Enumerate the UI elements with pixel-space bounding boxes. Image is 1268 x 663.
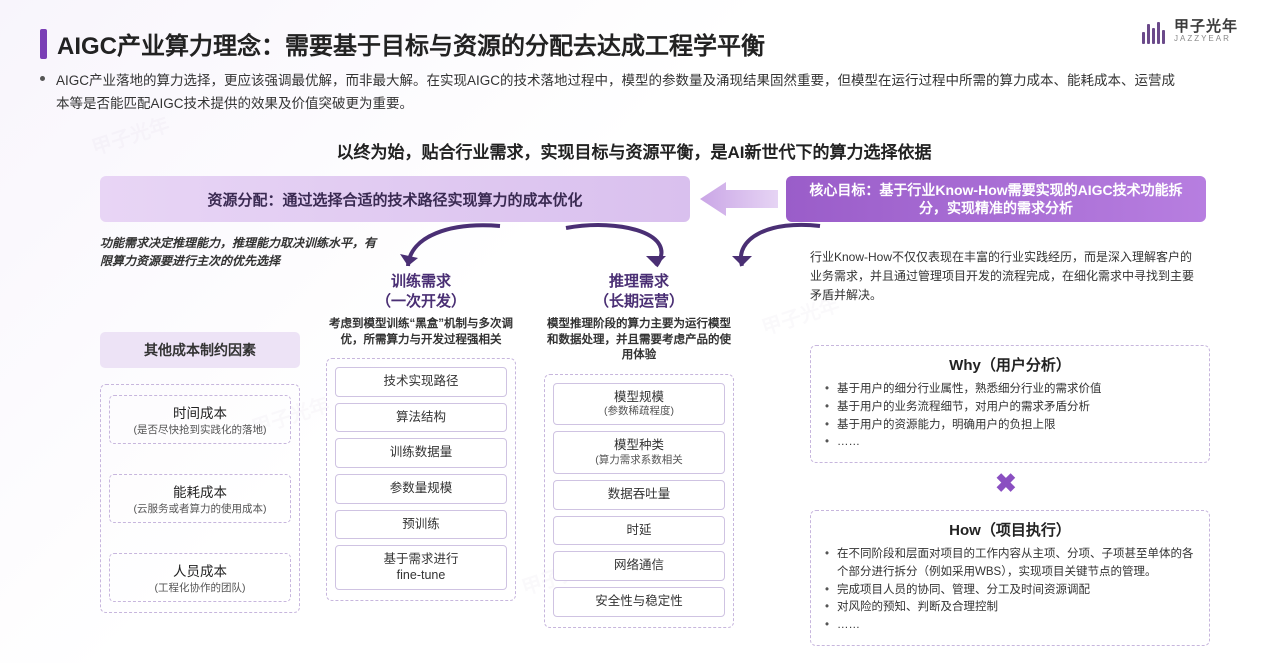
list-item: 数据吞吐量: [553, 480, 725, 510]
chip-title: 模型规模: [614, 390, 664, 404]
chip-title: 模型种类: [614, 438, 664, 452]
logo-subtext: JAZZYEAR: [1174, 34, 1238, 43]
sub-heading: 以终为始，贴合行业需求，实现目标与资源平衡，是AI新世代下的算力选择依据: [0, 138, 1268, 163]
how-box: How（项目执行） 在不同阶段和层面对项目的工作内容从主项、分项、子项甚至单体的…: [810, 510, 1210, 646]
why-box: Why（用户分析） 基于用户的细分行业属性，熟悉细分行业的需求价值 基于用户的业…: [810, 345, 1210, 463]
cost-item-sub: (工程化协作的团队): [114, 580, 286, 595]
inference-header-l1: 推理需求: [609, 273, 669, 290]
curve-arrow-icon: [390, 222, 510, 278]
page-title: AIGC产业算力理念：需要基于目标与资源的分配去达成工程学平衡: [57, 26, 765, 61]
cost-item-title: 能耗成本: [114, 481, 286, 501]
how-bullets: 在不同阶段和层面对项目的工作内容从主项、分项、子项甚至单体的各个部分进行拆分（例…: [825, 546, 1195, 635]
chip-sub: (算力需求系数相关: [558, 454, 720, 467]
inference-desc: 模型推理阶段的算力主要为运行模型和数据处理，并且需要考虑产品的使用体验: [544, 317, 734, 364]
intro-paragraph: AIGC产业落地的算力选择，更应该强调最优解，而非最大解。在实现AIGC的技术落…: [56, 70, 1188, 116]
intro-text: AIGC产业落地的算力选择，更应该强调最优解，而非最大解。在实现AIGC的技术落…: [56, 73, 1175, 111]
training-header-l2: （一次开发）: [376, 293, 466, 310]
list-item: 技术实现路径: [335, 367, 507, 397]
training-header-l1: 训练需求: [391, 273, 451, 290]
why-bullets: 基于用户的细分行业属性，熟悉细分行业的需求价值 基于用户的业务流程细节，对用户的…: [825, 381, 1195, 452]
brand-logo: 甲子光年 JAZZYEAR: [1142, 18, 1238, 44]
inference-column: 推理需求 （长期运营） 模型推理阶段的算力主要为运行模型和数据处理，并且需要考虑…: [544, 272, 734, 628]
list-item: 预训练: [335, 510, 507, 540]
logo-text: 甲子光年: [1174, 19, 1238, 34]
bullet-icon: [40, 76, 45, 81]
list-item: 模型种类 (算力需求系数相关: [553, 431, 725, 474]
other-cost-column: 其他成本制约因素 时间成本 (是否尽快抢到实践化的落地) 能耗成本 (云服务或者…: [100, 332, 300, 613]
bullet-item: 基于用户的细分行业属性，熟悉细分行业的需求价值: [825, 381, 1195, 399]
title-accent-bar: [40, 29, 47, 59]
cost-item-title: 人员成本: [114, 560, 286, 580]
list-item: 时延: [553, 516, 725, 546]
curve-arrow-icon: [560, 222, 710, 278]
why-title: Why（用户分析）: [825, 354, 1195, 375]
bullet-item: 完成项目人员的协同、管理、分工及时间资源调配: [825, 582, 1195, 600]
multiply-icon: ✖: [995, 468, 1017, 499]
inference-header: 推理需求 （长期运营）: [544, 272, 734, 311]
note-knowhow: 行业Know-How不仅仅表现在丰富的行业实践经历，而是深入理解客户的业务需求，…: [810, 248, 1200, 306]
cost-item: 时间成本 (是否尽快抢到实践化的落地): [109, 395, 291, 444]
inference-header-l2: （长期运营）: [594, 293, 684, 310]
bullet-item: 在不同阶段和层面对项目的工作内容从主项、分项、子项甚至单体的各个部分进行拆分（例…: [825, 546, 1195, 582]
training-header: 训练需求 （一次开发）: [326, 272, 516, 311]
cost-item-title: 时间成本: [114, 402, 286, 422]
core-goal-band: 核心目标：基于行业Know-How需要实现的AIGC技术功能拆分，实现精准的需求…: [786, 176, 1206, 222]
training-desc: 考虑到模型训练“黑盒”机制与多次调优，所需算力与开发过程强相关: [326, 317, 516, 348]
list-item: 参数量规模: [335, 474, 507, 504]
logo-icon: [1142, 18, 1168, 44]
training-column: 训练需求 （一次开发） 考虑到模型训练“黑盒”机制与多次调优，所需算力与开发过程…: [326, 272, 516, 601]
cost-item: 人员成本 (工程化协作的团队): [109, 553, 291, 602]
list-item: 网络通信: [553, 551, 725, 581]
cost-item-sub: (是否尽快抢到实践化的落地): [114, 422, 286, 437]
training-list: 技术实现路径 算法结构 训练数据量 参数量规模 预训练 基于需求进行 fine-…: [326, 358, 516, 601]
list-item: 模型规模 (参数稀疏程度): [553, 383, 725, 426]
inference-list: 模型规模 (参数稀疏程度) 模型种类 (算力需求系数相关 数据吞吐量 时延 网络…: [544, 374, 734, 628]
chip-sub: (参数稀疏程度): [558, 405, 720, 418]
bullet-item: ……: [825, 434, 1195, 452]
other-cost-list: 时间成本 (是否尽快抢到实践化的落地) 能耗成本 (云服务或者算力的使用成本) …: [100, 384, 300, 613]
cost-item: 能耗成本 (云服务或者算力的使用成本): [109, 474, 291, 523]
page-title-row: AIGC产业算力理念：需要基于目标与资源的分配去达成工程学平衡: [40, 26, 765, 61]
other-cost-header: 其他成本制约因素: [100, 332, 300, 368]
bullet-item: 基于用户的业务流程细节，对用户的需求矛盾分析: [825, 399, 1195, 417]
bullet-item: 对风险的预知、判断及合理控制: [825, 599, 1195, 617]
list-item: 训练数据量: [335, 438, 507, 468]
list-item: 算法结构: [335, 403, 507, 433]
bullet-item: 基于用户的资源能力，明确用户的负担上限: [825, 417, 1195, 435]
arrow-left-icon: [700, 182, 778, 216]
list-item: 安全性与稳定性: [553, 587, 725, 617]
cost-item-sub: (云服务或者算力的使用成本): [114, 501, 286, 516]
how-title: How（项目执行）: [825, 519, 1195, 540]
bullet-item: ……: [825, 617, 1195, 635]
curve-arrow-icon: [720, 222, 830, 278]
resource-allocation-band: 资源分配：通过选择合适的技术路径实现算力的成本优化: [100, 176, 690, 222]
note-priority: 功能需求决定推理能力，推理能力取决训练水平，有限算力资源要进行主次的优先选择: [100, 234, 380, 270]
list-item: 基于需求进行 fine-tune: [335, 545, 507, 590]
